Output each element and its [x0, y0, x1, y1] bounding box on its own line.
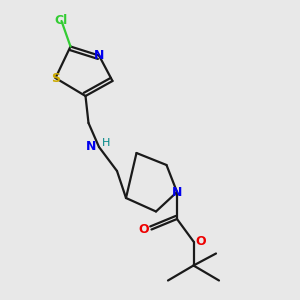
Text: N: N: [94, 49, 104, 62]
Text: Cl: Cl: [55, 14, 68, 28]
Text: N: N: [86, 140, 97, 154]
Text: O: O: [196, 235, 206, 248]
Text: H: H: [102, 137, 111, 148]
Text: S: S: [51, 71, 60, 85]
Text: O: O: [139, 223, 149, 236]
Text: N: N: [172, 185, 182, 199]
